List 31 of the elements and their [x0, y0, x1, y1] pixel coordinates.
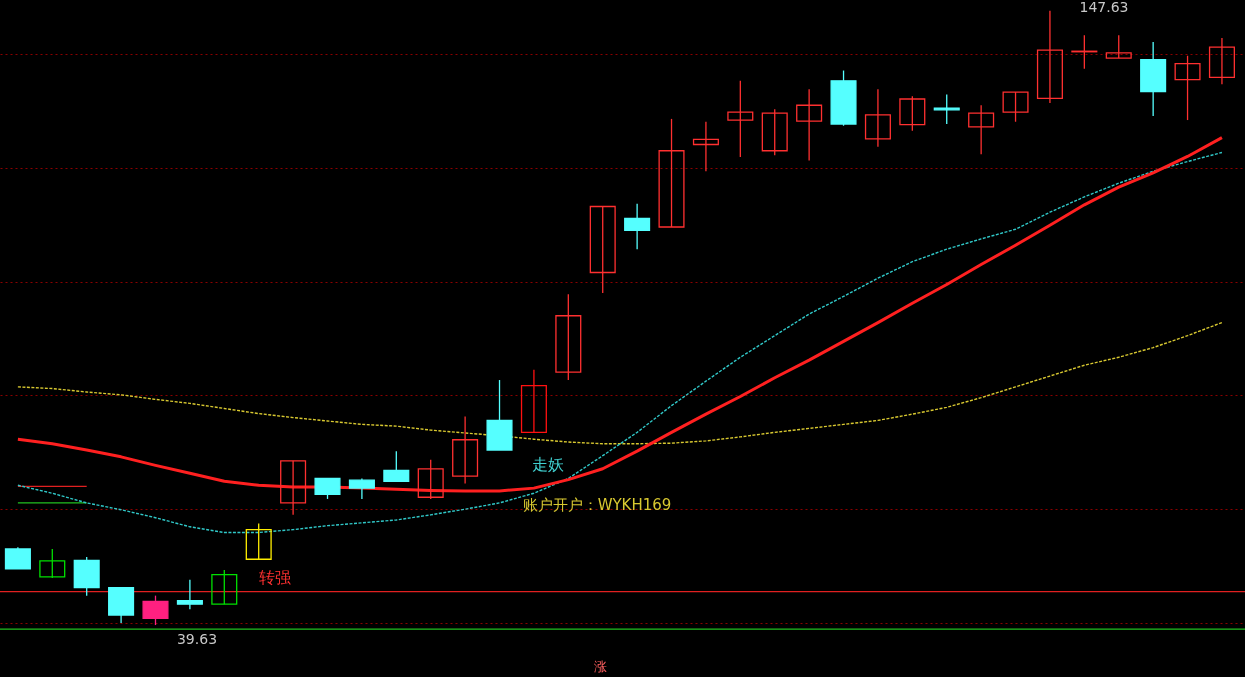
candlestick	[1071, 34, 1098, 70]
candlestick	[39, 548, 66, 579]
candlestick	[1208, 37, 1235, 85]
candlestick	[417, 459, 444, 500]
candlestick	[727, 80, 754, 158]
candlestick	[520, 369, 547, 434]
candlestick	[176, 579, 203, 610]
candlestick	[864, 88, 891, 148]
candlestick	[1105, 34, 1132, 59]
candlestick	[1002, 91, 1029, 123]
candlestick	[1036, 9, 1063, 104]
annotation: 转强	[259, 568, 291, 587]
candlestick	[796, 88, 823, 162]
candlestick	[658, 118, 685, 228]
annotation: 涨	[593, 659, 607, 674]
candlestick	[899, 95, 926, 132]
candlestick	[280, 460, 307, 516]
candlestick	[452, 415, 479, 485]
candlestick	[933, 93, 960, 125]
candlestick	[761, 108, 788, 156]
candlestick	[589, 205, 616, 294]
annotation: 39.63	[176, 631, 218, 647]
candlestick	[555, 293, 582, 381]
annotation: 147.63	[1079, 0, 1129, 15]
candlestick	[1174, 55, 1201, 121]
candlestick	[968, 104, 995, 155]
candlestick	[245, 522, 272, 560]
candlestick	[692, 121, 719, 172]
annotation: 账户开户：WYKH169	[522, 496, 672, 514]
annotation: 走妖	[532, 455, 564, 474]
candlestick	[211, 569, 238, 605]
